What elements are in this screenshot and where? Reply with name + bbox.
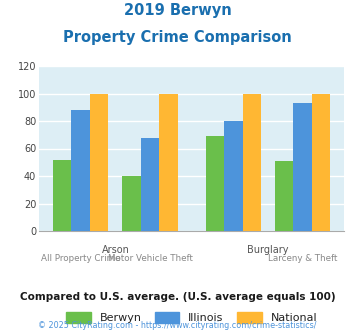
Text: 2019 Berwyn: 2019 Berwyn [124, 3, 231, 18]
Bar [159, 93, 178, 231]
Text: Property Crime Comparison: Property Crime Comparison [63, 30, 292, 45]
Bar [294, 103, 312, 231]
Text: Burglary: Burglary [247, 245, 289, 255]
Bar [312, 93, 331, 231]
Text: © 2025 CityRating.com - https://www.cityrating.com/crime-statistics/: © 2025 CityRating.com - https://www.city… [38, 321, 317, 330]
Bar [141, 138, 159, 231]
Text: Larceny & Theft: Larceny & Theft [268, 254, 337, 263]
Text: Arson: Arson [102, 245, 129, 255]
Text: Compared to U.S. average. (U.S. average equals 100): Compared to U.S. average. (U.S. average … [20, 292, 335, 302]
Legend: Berwyn, Illinois, National: Berwyn, Illinois, National [62, 308, 322, 328]
Bar [71, 110, 90, 231]
Bar [275, 161, 294, 231]
Bar [242, 93, 261, 231]
Text: All Property Crime: All Property Crime [41, 254, 120, 263]
Bar [224, 121, 242, 231]
Bar [53, 159, 71, 231]
Text: Motor Vehicle Theft: Motor Vehicle Theft [108, 254, 192, 263]
Bar [90, 93, 108, 231]
Bar [206, 136, 224, 231]
Bar [122, 176, 141, 231]
